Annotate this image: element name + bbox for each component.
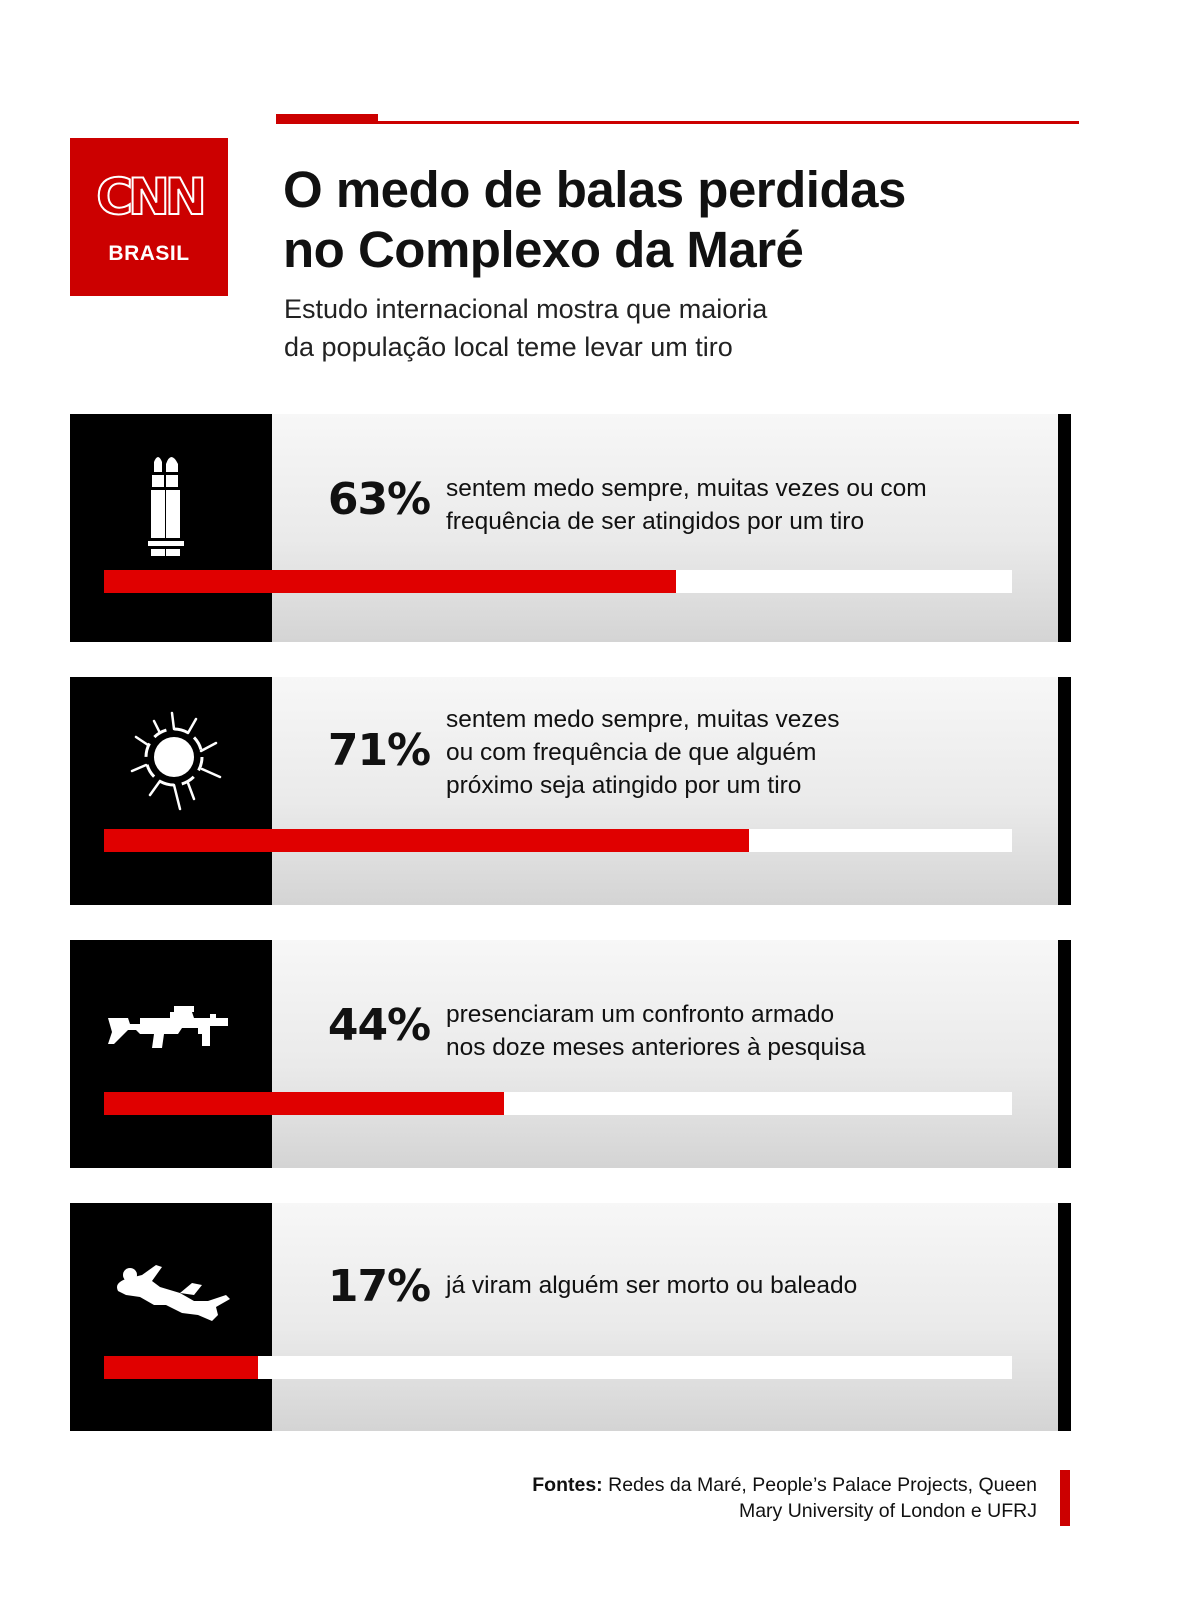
- row-panel: [272, 677, 1058, 905]
- row-text-line: sentem medo sempre, muitas vezes ou com: [446, 475, 927, 502]
- bar-track: [104, 1356, 1012, 1379]
- source-note: Fontes: Redes da Maré, People’s Palace P…: [437, 1472, 1037, 1524]
- bar-track: [104, 829, 1012, 852]
- row-text-line: nos doze meses anteriores à pesquisa: [446, 1034, 866, 1061]
- subtitle-line-1: Estudo internacional mostra que maioria: [284, 294, 768, 324]
- row-percentage: 71%: [327, 725, 431, 776]
- row-edge: [1058, 940, 1071, 1168]
- row-text-line: sentem medo sempre, muitas vezes: [446, 706, 840, 733]
- stat-row-1: 63% sentem medo sempre, muitas vezes ou …: [70, 414, 1071, 642]
- source-line-1: Redes da Maré, People’s Palace Projects,…: [608, 1474, 1037, 1496]
- row-text-line: ou com frequência de que alguém: [446, 739, 817, 766]
- fallen-person-icon: [117, 1265, 230, 1321]
- row-edge: [1058, 1203, 1071, 1431]
- row-icon-box: [70, 940, 272, 1168]
- row-description: sentem medo sempre, muitas vezes ou com …: [446, 703, 1046, 802]
- row-panel: [272, 1203, 1058, 1431]
- row-description: presenciaram um confronto armado nos doz…: [446, 998, 1046, 1064]
- row-description: já viram alguém ser morto ou baleado: [446, 1269, 1046, 1302]
- bar-fill: [104, 1356, 259, 1379]
- row-percentage: 63%: [327, 474, 431, 525]
- row-text-line: presenciaram um confronto armado: [446, 1001, 835, 1028]
- bar-track: [104, 1092, 1012, 1115]
- source-line-2: Mary University of London e UFRJ: [738, 1500, 1037, 1522]
- row-percentage: 44%: [327, 1000, 431, 1051]
- row-icon-box: [70, 1203, 272, 1431]
- row-edge: [1058, 414, 1071, 642]
- stat-row-3: 44% presenciaram um confronto armado nos…: [70, 940, 1071, 1168]
- source-accent-bar: [1060, 1470, 1070, 1526]
- page-subtitle: Estudo internacional mostra que maioria …: [284, 290, 1084, 366]
- row-edge: [1058, 677, 1071, 905]
- logo-brasil-text: BRASIL: [108, 242, 190, 265]
- rifle-icon: [108, 1006, 228, 1048]
- title-line-2: no Complexo da Maré: [283, 221, 804, 278]
- bullet-icon: [148, 457, 184, 556]
- cnn-brasil-logo: CNN BRASIL: [70, 138, 228, 296]
- bar-fill: [104, 570, 677, 593]
- top-rule-accent: [276, 114, 378, 124]
- row-percentage: 17%: [327, 1261, 431, 1312]
- row-panel: [272, 940, 1058, 1168]
- row-text-line: frequência de ser atingidos por um tiro: [446, 508, 865, 535]
- row-text-line: próximo seja atingido por um tiro: [446, 772, 802, 799]
- stat-row-2: 71% sentem medo sempre, muitas vezes ou …: [70, 677, 1071, 905]
- subtitle-line-2: da população local teme levar um tiro: [284, 332, 733, 362]
- source-label: Fontes:: [532, 1474, 603, 1496]
- row-icon-box: [70, 414, 272, 642]
- page-title: O medo de balas perdidas no Complexo da …: [283, 160, 1073, 280]
- bar-track: [104, 570, 1012, 593]
- stat-row-4: 17% já viram alguém ser morto ou baleado: [70, 1203, 1071, 1431]
- row-text-line: já viram alguém ser morto ou baleado: [446, 1272, 858, 1299]
- top-rule: [276, 121, 1079, 124]
- bullet-hole-icon: [130, 711, 222, 811]
- logo-cnn-text: CNN: [95, 167, 207, 227]
- bar-fill: [104, 829, 749, 852]
- row-description: sentem medo sempre, muitas vezes ou com …: [446, 472, 1046, 538]
- bar-fill: [104, 1092, 504, 1115]
- row-icon-box: [70, 677, 272, 905]
- row-panel: [272, 414, 1058, 642]
- title-line-1: O medo de balas perdidas: [283, 161, 906, 218]
